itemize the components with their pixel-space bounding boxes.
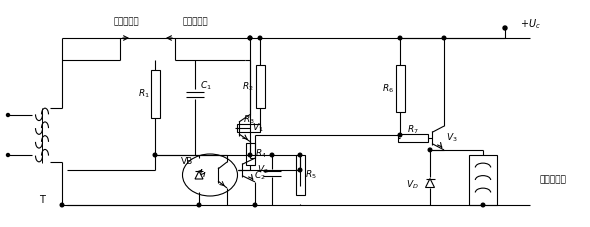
Circle shape — [442, 36, 446, 40]
Circle shape — [6, 114, 9, 116]
Circle shape — [60, 203, 64, 207]
Text: $C_2$: $C_2$ — [254, 170, 266, 182]
Circle shape — [428, 148, 432, 152]
Circle shape — [253, 203, 257, 207]
Text: $R_3$: $R_3$ — [242, 114, 254, 126]
Circle shape — [6, 153, 9, 156]
Circle shape — [481, 203, 485, 207]
Text: $R_4$: $R_4$ — [255, 148, 267, 160]
Text: $R_7$: $R_7$ — [407, 124, 419, 136]
Text: 打火确认针: 打火确认针 — [182, 17, 208, 27]
Circle shape — [248, 153, 252, 157]
Circle shape — [398, 133, 402, 137]
Circle shape — [398, 36, 402, 40]
Circle shape — [248, 36, 252, 40]
Text: $R_2$: $R_2$ — [242, 80, 254, 93]
Bar — [398, 134, 428, 142]
Bar — [469, 155, 497, 205]
Bar — [395, 65, 405, 112]
Circle shape — [298, 153, 302, 157]
Text: $R_6$: $R_6$ — [382, 82, 394, 95]
Circle shape — [248, 36, 252, 40]
Bar — [150, 70, 159, 118]
Text: $C_1$: $C_1$ — [200, 80, 212, 92]
Text: $V_D$: $V_D$ — [405, 179, 418, 191]
Circle shape — [197, 203, 201, 207]
Bar — [255, 65, 264, 108]
Text: $+U_c$: $+U_c$ — [520, 17, 541, 31]
Text: VB: VB — [181, 156, 193, 165]
Text: $V_3$: $V_3$ — [446, 132, 458, 144]
Text: T: T — [39, 195, 45, 205]
Circle shape — [153, 153, 157, 157]
Text: $V_1$: $V_1$ — [252, 122, 264, 134]
Text: $R_5$: $R_5$ — [305, 169, 317, 181]
Bar — [245, 143, 254, 165]
Text: $V_2$: $V_2$ — [257, 164, 269, 176]
Circle shape — [298, 168, 302, 172]
Circle shape — [258, 36, 262, 40]
Bar — [296, 155, 304, 195]
Bar — [237, 124, 260, 132]
Text: 强吸阀线圈: 强吸阀线圈 — [540, 175, 567, 185]
Circle shape — [503, 26, 507, 30]
Text: 高压打火针: 高压打火针 — [113, 17, 139, 27]
Circle shape — [270, 153, 274, 157]
Text: $R_1$: $R_1$ — [138, 88, 150, 100]
